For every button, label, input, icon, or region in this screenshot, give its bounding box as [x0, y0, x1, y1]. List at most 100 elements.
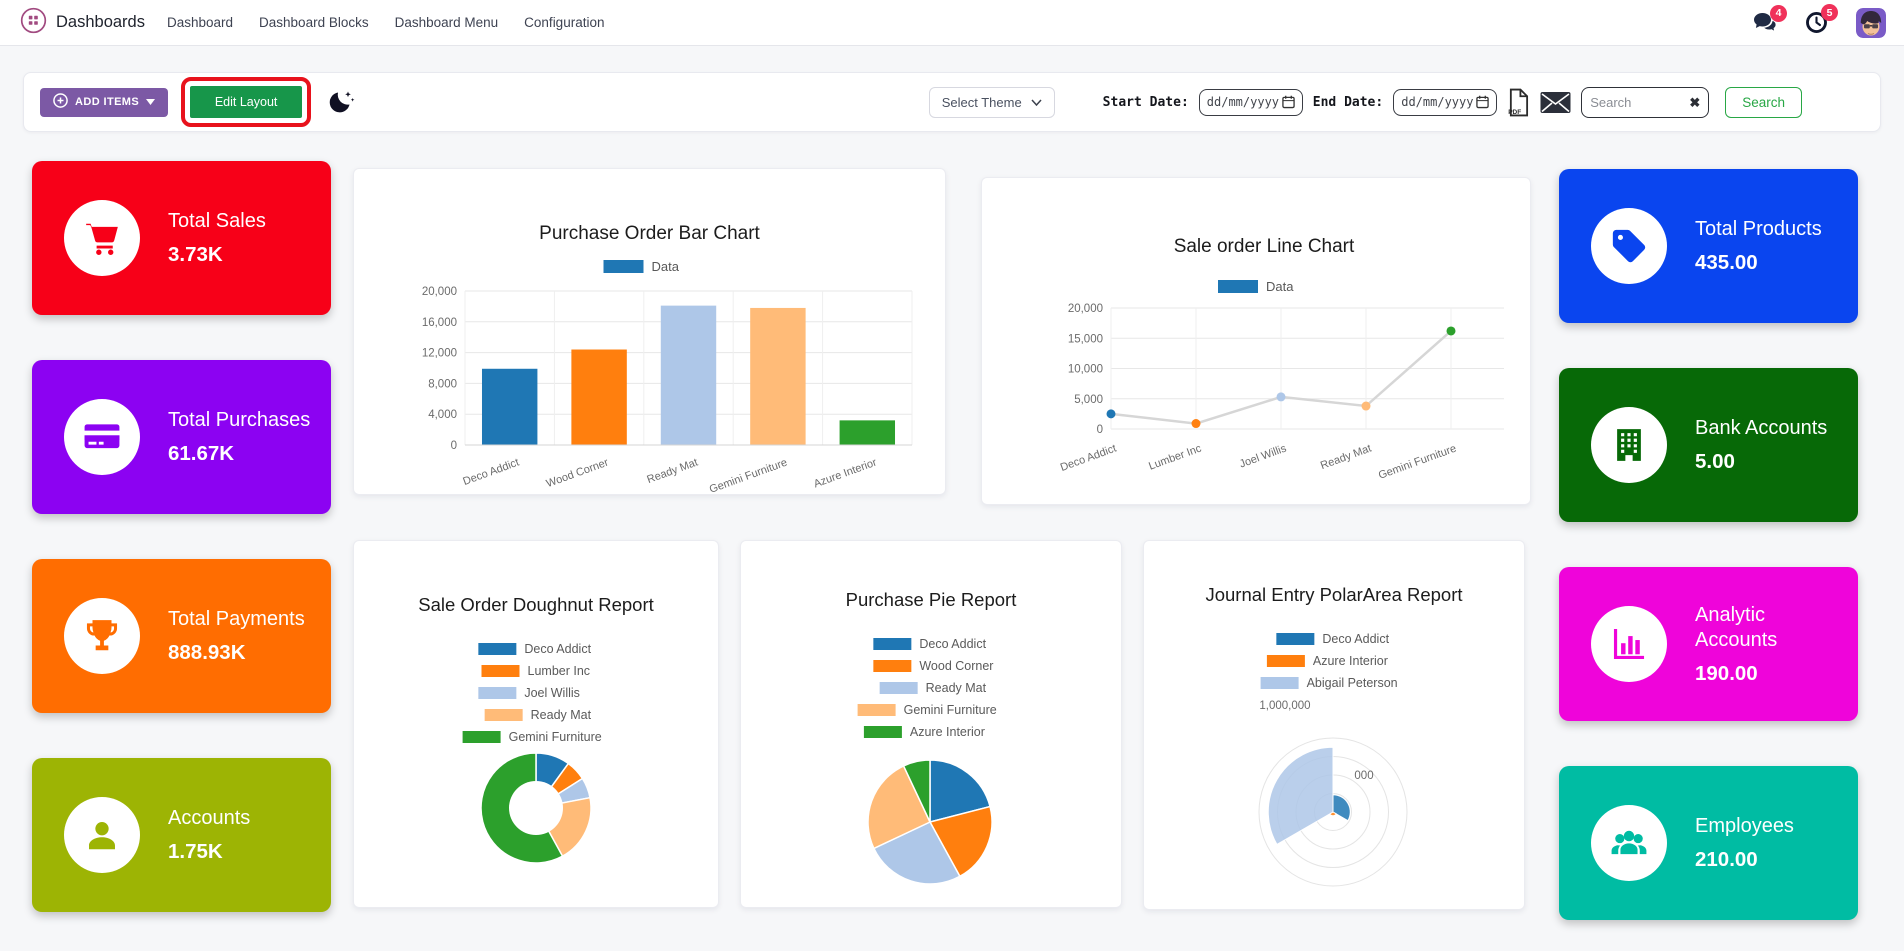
svg-text:Data: Data: [1266, 279, 1294, 294]
kpi-label: Total Products: [1695, 218, 1822, 240]
kpi-label: Total Purchases: [168, 409, 311, 431]
svg-text:Ready Mat: Ready Mat: [926, 681, 987, 695]
kpi-value: 3.73K: [168, 243, 223, 266]
svg-text:1,000,000: 1,000,000: [1259, 700, 1310, 712]
start-date-input[interactable]: dd/mm/yyyy: [1198, 88, 1303, 116]
nav-item-dashboard-blocks[interactable]: Dashboard Blocks: [259, 15, 369, 30]
people-icon: [1591, 805, 1667, 881]
edit-layout-button[interactable]: Edit Layout: [190, 86, 303, 118]
end-date-input[interactable]: dd/mm/yyyy: [1393, 88, 1498, 116]
svg-text:Gemini Furniture: Gemini Furniture: [1377, 443, 1458, 482]
sale-order-line-chart-card: Sale order Line Chart Data 0 5,000 10,000 15,…: [981, 177, 1531, 505]
svg-text:8,000: 8,000: [428, 378, 457, 390]
kpi-label: Bank Accounts: [1695, 417, 1828, 439]
theme-select-value: Select Theme: [941, 94, 1022, 110]
svg-text:Data: Data: [652, 259, 680, 274]
svg-text:Abigail Peterson: Abigail Peterson: [1307, 676, 1398, 690]
journal-entry-polararea-report-canvas: Journal Entry PolarArea Report Deco Addic…: [1205, 584, 1463, 887]
svg-text:15,000: 15,000: [1068, 333, 1103, 345]
kpi-tile-total-purchases[interactable]: Total Purchases 61.67K: [32, 360, 331, 514]
kpi-tile-total-sales[interactable]: Total Sales 3.73K: [32, 161, 331, 315]
svg-text:0: 0: [1097, 424, 1103, 436]
kpi-tile-total-products[interactable]: Total Products 435.00: [1559, 169, 1858, 323]
kpi-value: 435.00: [1695, 251, 1758, 274]
brand-title: Dashboards: [56, 13, 145, 31]
svg-text:Wood Corner: Wood Corner: [919, 659, 993, 673]
messages-icon[interactable]: 4: [1753, 4, 1787, 34]
charts-area: Purchase Order Bar Chart Data 0 4,000 8,000 1…: [353, 168, 1537, 910]
send-mail-icon[interactable]: [1540, 91, 1571, 114]
search-button[interactable]: Search: [1725, 86, 1802, 118]
end-date-label: End Date:: [1312, 94, 1384, 110]
search-box: ✖: [1581, 86, 1710, 118]
svg-text:Deco Addict: Deco Addict: [919, 637, 986, 651]
dashboard-body: Total Sales 3.73K Total Purchases 61.67K Tot…: [0, 161, 1904, 920]
activities-badge: 5: [1821, 4, 1838, 21]
kpi-value: 61.67K: [168, 442, 235, 465]
start-date-placeholder: dd/mm/yyyy: [1206, 95, 1280, 109]
svg-text:Journal Entry PolarArea Report: Journal Entry PolarArea Report: [1205, 584, 1462, 605]
tag-icon: [1591, 208, 1667, 284]
kpi-tile-total-payments[interactable]: Total Payments 888.93K: [32, 559, 331, 713]
svg-text:Lumber Inc: Lumber Inc: [528, 664, 591, 678]
sale-order-doughnut-report-canvas: Sale Order Doughnut Report Deco Addict Lum…: [418, 594, 654, 864]
nav-item-configuration[interactable]: Configuration: [524, 15, 605, 30]
add-items-button[interactable]: ADD ITEMS: [40, 87, 169, 117]
calendar-icon: [1282, 95, 1295, 109]
svg-text:Ready Mat: Ready Mat: [531, 708, 592, 722]
svg-text:20,000: 20,000: [422, 286, 457, 298]
kpi-value: 210.00: [1695, 848, 1758, 871]
svg-text:5,000: 5,000: [1074, 394, 1103, 406]
svg-text:Sale order Line Chart: Sale order Line Chart: [1174, 236, 1355, 257]
kpi-label: Total Payments: [168, 608, 305, 630]
svg-text:Lumber Inc: Lumber Inc: [1147, 442, 1203, 472]
messages-badge: 4: [1770, 4, 1787, 22]
sale-order-line-chart-canvas: Sale order Line Chart Data 0 5,000 10,000 15,…: [1059, 236, 1504, 482]
kpi-tile-bank-accounts[interactable]: Bank Accounts 5.00: [1559, 368, 1858, 522]
kpi-tile-employees[interactable]: Employees 210.00: [1559, 766, 1858, 920]
theme-select[interactable]: Select Theme: [928, 86, 1055, 118]
svg-text:16,000: 16,000: [422, 317, 457, 329]
clear-search-icon[interactable]: ✖: [1689, 94, 1701, 110]
app-brand[interactable]: Dashboards: [20, 7, 145, 39]
purchase-pie-report-canvas: Purchase Pie Report Deco Addict Wood Corne…: [846, 589, 1017, 885]
svg-text:4,000: 4,000: [428, 409, 457, 421]
kpi-label: Accounts: [168, 807, 251, 829]
svg-text:Wood Corner: Wood Corner: [545, 456, 611, 490]
dark-mode-moon-icon[interactable]: [328, 89, 356, 115]
svg-text:Gemini Furniture: Gemini Furniture: [708, 457, 789, 492]
svg-text:Purchase Order Bar Chart: Purchase Order Bar Chart: [539, 223, 760, 244]
svg-text:Azure Interior: Azure Interior: [812, 456, 878, 490]
kpi-value: 888.93K: [168, 641, 246, 664]
kpi-label: Analytic Accounts: [1695, 603, 1778, 651]
svg-text:Joel Willis: Joel Willis: [1238, 442, 1289, 470]
svg-text:Purchase Pie Report: Purchase Pie Report: [846, 589, 1017, 610]
svg-text:Deco Addict: Deco Addict: [524, 642, 591, 656]
kpi-label: Total Sales: [168, 210, 266, 232]
dashboards-app-icon: [20, 7, 47, 39]
user-avatar[interactable]: [1856, 7, 1886, 38]
nav-item-dashboard[interactable]: Dashboard: [166, 15, 234, 30]
dashboard-toolbar: ADD ITEMS Edit Layout Select Theme Start…: [23, 72, 1881, 132]
purchase-pie-card: Purchase Pie Report Deco Addict Wood Corne…: [740, 540, 1122, 908]
svg-text:Azure Interior: Azure Interior: [1313, 654, 1388, 668]
svg-text:12,000: 12,000: [422, 348, 457, 360]
svg-text:Deco Addict: Deco Addict: [1059, 443, 1118, 474]
svg-text:Gemini Furniture: Gemini Furniture: [904, 703, 997, 717]
kpi-tile-accounts[interactable]: Accounts 1.75K: [32, 758, 331, 912]
search-input[interactable]: [1590, 94, 1684, 110]
svg-text:Ready Mat: Ready Mat: [645, 457, 699, 486]
end-date-placeholder: dd/mm/yyyy: [1401, 95, 1474, 109]
pdf-label: PDF: [1508, 108, 1522, 116]
kpi-tile-analytic-accounts[interactable]: Analytic Accounts 190.00: [1559, 567, 1858, 721]
sale-order-doughnut-card: Sale Order Doughnut Report Deco Addict Lum…: [353, 540, 719, 908]
svg-text:Azure Interior: Azure Interior: [910, 725, 985, 739]
activities-clock-icon[interactable]: 5: [1805, 4, 1838, 34]
credit-card-icon: [64, 399, 140, 475]
nav-item-dashboard-menu[interactable]: Dashboard Menu: [394, 15, 499, 30]
export-pdf-icon[interactable]: PDF: [1507, 88, 1530, 117]
svg-text:Deco Addict: Deco Addict: [461, 457, 520, 488]
start-date-label: Start Date:: [1102, 94, 1189, 110]
building-icon: [1591, 407, 1667, 483]
kpi-value: 1.75K: [168, 840, 223, 863]
